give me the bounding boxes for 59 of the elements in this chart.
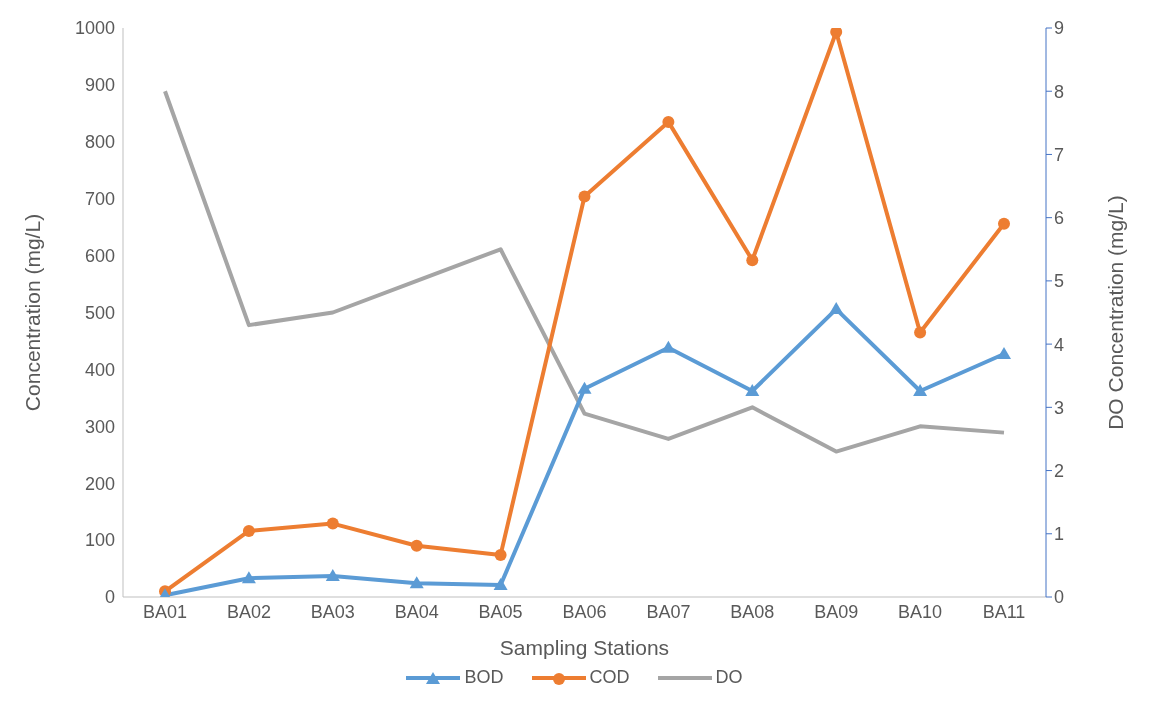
y2-tick-label: 7 bbox=[1054, 144, 1065, 165]
point bbox=[662, 115, 675, 128]
point bbox=[410, 539, 423, 552]
y2-tick-label: 1 bbox=[1054, 524, 1065, 545]
y-tick-label: 200 bbox=[84, 473, 115, 494]
point bbox=[830, 28, 843, 38]
x-tick-label: BA08 bbox=[730, 601, 775, 622]
x-axis-title: Sampling Stations bbox=[499, 636, 670, 659]
y-tick-label: 300 bbox=[84, 416, 115, 437]
point bbox=[578, 190, 591, 203]
point bbox=[409, 576, 424, 589]
point bbox=[242, 525, 255, 537]
legend-label: COD bbox=[589, 667, 630, 688]
y-tick-label: 800 bbox=[84, 132, 115, 153]
x-tick-label: BA10 bbox=[898, 601, 943, 622]
line-series bbox=[163, 89, 1006, 454]
y-tick-label: 1000 bbox=[74, 18, 115, 39]
y2-tick-label: 2 bbox=[1054, 460, 1065, 481]
y-tick-label: 500 bbox=[84, 302, 115, 323]
y2-tick-label: 9 bbox=[1054, 18, 1065, 39]
point bbox=[325, 568, 340, 581]
x-tick-label: BA09 bbox=[814, 601, 859, 622]
x-tick-label: BA04 bbox=[394, 601, 439, 622]
y2-tick-label: 4 bbox=[1054, 334, 1065, 355]
y-tick-label: 600 bbox=[84, 245, 115, 266]
x-tick-label: BA03 bbox=[310, 601, 355, 622]
x-tick-label: BA02 bbox=[226, 601, 271, 622]
x-tick-label: BA11 bbox=[982, 601, 1026, 622]
y2-axis-title: DO Concentration (mg/L) bbox=[1104, 195, 1128, 430]
x-tick-label: BA06 bbox=[562, 601, 607, 622]
x-tick-label: BA01 bbox=[142, 601, 188, 622]
point bbox=[326, 517, 339, 530]
y-axis-title: Concentration (mg/L) bbox=[21, 213, 45, 412]
point bbox=[661, 340, 676, 353]
point bbox=[493, 578, 508, 591]
x-tick-label: BA05 bbox=[478, 601, 523, 622]
y2-tick-label: 6 bbox=[1054, 208, 1065, 229]
point bbox=[914, 326, 927, 339]
y2-tick-label: 0 bbox=[1054, 587, 1065, 608]
point bbox=[577, 381, 592, 394]
point bbox=[494, 548, 507, 561]
y2-tick-label: 5 bbox=[1054, 271, 1065, 292]
y-tick-label: 700 bbox=[84, 189, 115, 210]
point bbox=[745, 384, 760, 397]
y2-tick-label: 8 bbox=[1054, 81, 1065, 102]
point bbox=[829, 302, 844, 315]
y-tick-label: 100 bbox=[84, 530, 115, 551]
point bbox=[997, 347, 1011, 360]
y2-tick-label: 3 bbox=[1054, 397, 1065, 418]
y-tick-label: 400 bbox=[84, 359, 115, 380]
y-tick-label: 900 bbox=[84, 75, 115, 96]
point bbox=[998, 217, 1010, 230]
y-tick-label: 0 bbox=[104, 587, 115, 608]
point bbox=[913, 384, 928, 397]
x-tick-label: BA07 bbox=[646, 601, 691, 622]
legend-label: DO bbox=[715, 667, 743, 688]
point bbox=[241, 571, 256, 584]
point bbox=[746, 254, 759, 267]
legend-label: BOD bbox=[464, 667, 504, 688]
